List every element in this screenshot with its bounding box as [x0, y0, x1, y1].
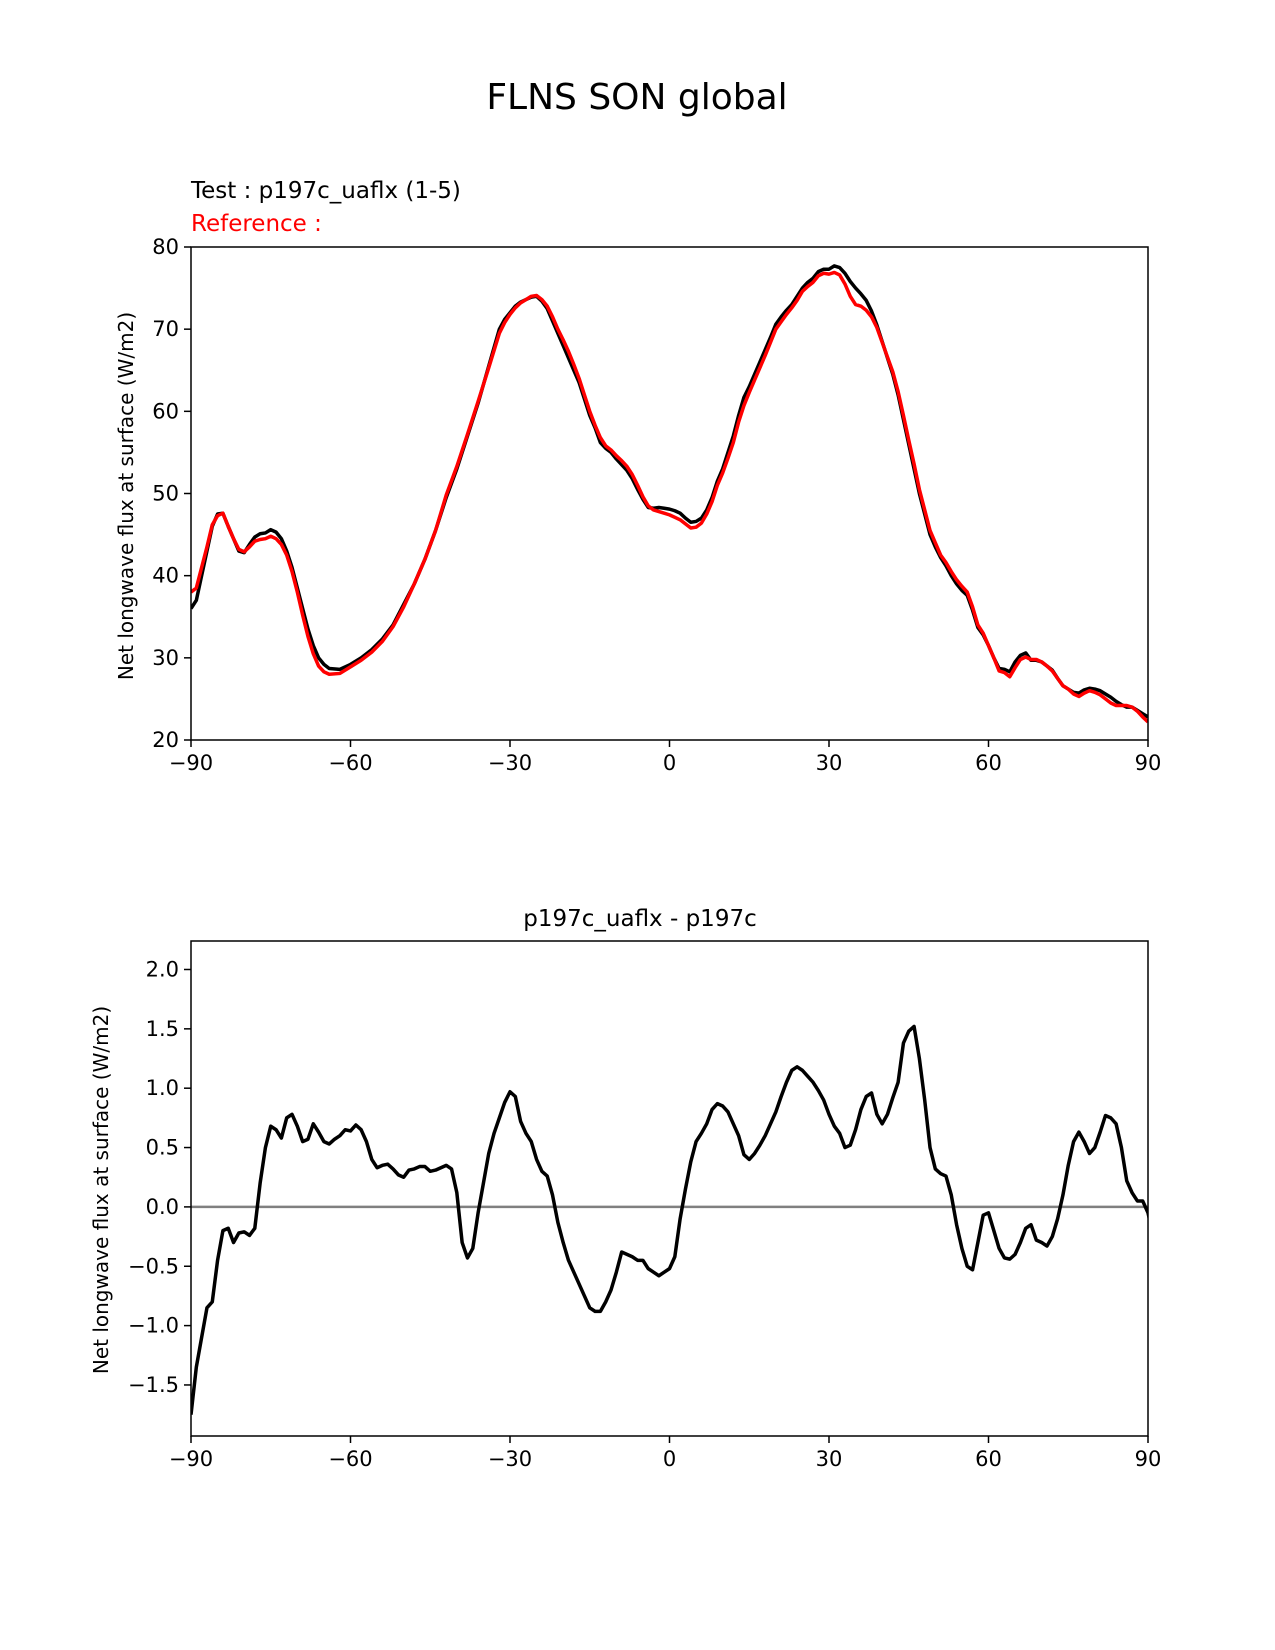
top-chart-test-label: Test : p197c_uaflx (1-5): [190, 178, 461, 204]
top-frame: [190, 246, 1149, 741]
top-chart-y-axis-label: Net longwave flux at surface (W/m2): [114, 312, 138, 680]
bottom-chart-y-axis-label: Net longwave flux at surface (W/m2): [89, 1006, 113, 1374]
top-y-tick-label: 80: [152, 235, 179, 259]
top-x-tick-label: −90: [169, 751, 213, 775]
top-x-tick-label: 30: [816, 751, 843, 775]
bottom-y-tick-label: 1.5: [146, 1017, 179, 1041]
top-plot-area: −90 −60 −30 0 30 60 90 20 30 40 50 60 70 80: [152, 235, 1161, 775]
top-y-tick-label: 40: [152, 564, 179, 588]
bottom-plot-area: −90 −60 −30 0 30 60 90 −1.5 −1.0 −0.5 0.0 0.5 1.0 1.5…: [128, 940, 1162, 1471]
bottom-x-tick-label: −90: [169, 1447, 213, 1471]
top-y-tick-label: 50: [152, 482, 179, 506]
top-chart-reference-label: Reference :: [191, 211, 322, 237]
bottom-chart-title: p197c_uaflx - p197c: [523, 906, 756, 932]
bottom-x-tick-label: 90: [1135, 1447, 1162, 1471]
bottom-x-tick-label: −30: [488, 1447, 532, 1471]
top-x-tick-label: −30: [488, 751, 532, 775]
bottom-y-tick-label: 1.0: [146, 1076, 179, 1100]
top-series-1-line: [191, 270, 1148, 724]
top-x-tick-label: 0: [663, 751, 676, 775]
top-y-tick-label: 20: [152, 728, 179, 752]
bottom-y-tick-label: 0.5: [146, 1136, 179, 1160]
top-series-0-line: [191, 264, 1148, 719]
bottom-x-tick-label: −60: [328, 1447, 372, 1471]
bottom-y-tick-label: −1.5: [128, 1373, 179, 1397]
top-x-tick-label: 90: [1135, 751, 1162, 775]
bottom-frame: [190, 940, 1149, 1437]
bottom-x-tick-label: 60: [975, 1447, 1002, 1471]
bottom-y-tick-label: −1.0: [128, 1314, 179, 1338]
bottom-y-tick-label: 0.0: [146, 1195, 179, 1219]
top-chart: Test : p197c_uaflx (1-5) Reference : Net…: [114, 178, 1161, 775]
top-x-tick-label: −60: [328, 751, 372, 775]
bottom-y-tick-label: −0.5: [128, 1254, 179, 1278]
top-y-tick-label: 70: [152, 317, 179, 341]
bottom-x-tick-label: 0: [663, 1447, 676, 1471]
top-y-tick-label: 60: [152, 399, 179, 423]
top-x-tick-label: 60: [975, 751, 1002, 775]
top-y-tick-label: 30: [152, 646, 179, 670]
bottom-series-0-line: [191, 1024, 1148, 1415]
figure-title: FLNS SON global: [486, 77, 787, 118]
bottom-y-tick-label: 2.0: [146, 957, 179, 981]
bottom-chart: p197c_uaflx - p197c Net longwave flux at…: [89, 906, 1162, 1471]
bottom-x-tick-label: 30: [816, 1447, 843, 1471]
